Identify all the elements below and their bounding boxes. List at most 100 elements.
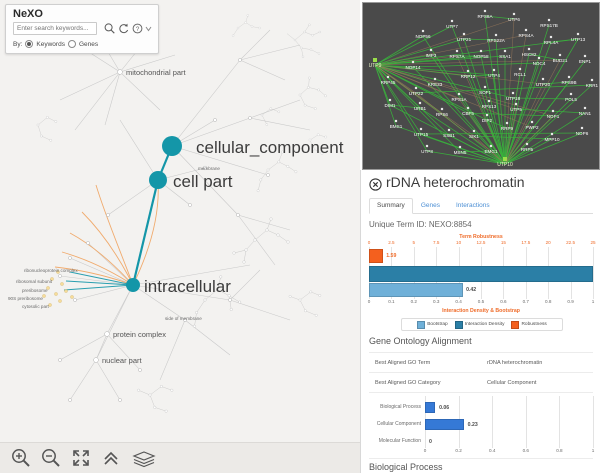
gene-node-utp7[interactable] (450, 19, 454, 23)
gene-node-utp18[interactable] (511, 91, 515, 95)
bar-robustness (369, 249, 384, 263)
gene-node-rcl1[interactable] (518, 67, 522, 71)
close-circle-icon[interactable] (369, 178, 382, 191)
search-icon[interactable] (103, 22, 116, 35)
gene-node-hsc82[interactable] (527, 47, 531, 51)
gene-node-ssb1[interactable] (447, 128, 451, 132)
refresh-icon[interactable] (117, 22, 130, 35)
gene-node-emg1[interactable] (489, 144, 493, 148)
gene-node-utp13[interactable] (576, 32, 580, 36)
gene-node-nop58[interactable] (479, 49, 483, 53)
gene-node-utp5[interactable] (514, 102, 518, 106)
gene-edge (389, 104, 421, 109)
ontology-node-intracellular[interactable] (126, 278, 140, 292)
gene-node-rps4a[interactable] (524, 28, 528, 32)
layers-icon[interactable] (130, 447, 158, 469)
gene-edge (504, 108, 517, 165)
gene-node-utp9[interactable] (373, 58, 377, 62)
gene-edge (420, 133, 506, 165)
help-icon[interactable]: ? (131, 22, 144, 35)
legend-label: Bootstrap (427, 322, 448, 327)
gene-label-rrp5: RRP5 (521, 147, 534, 152)
gene-node-urb1[interactable] (418, 101, 422, 105)
zoom-out-icon[interactable] (40, 447, 62, 469)
radio-genes[interactable] (67, 40, 76, 48)
collapse-icon[interactable] (100, 447, 122, 469)
gene-node-rps13[interactable] (487, 99, 491, 103)
gene-node-utp20[interactable] (541, 77, 545, 81)
ontology-node-cellular-component[interactable] (162, 136, 182, 156)
tab-summary[interactable]: Summary (369, 198, 413, 214)
gene-edge (512, 97, 572, 100)
gene-node-utp22[interactable] (414, 86, 418, 90)
tab-genes[interactable]: Genes (420, 202, 440, 209)
bar-interaction-density (369, 266, 593, 282)
app-title: NeXO (13, 8, 43, 20)
gene-node-utp8[interactable] (425, 144, 429, 148)
gene-node-sof1[interactable] (483, 85, 487, 89)
search-input[interactable] (13, 22, 97, 35)
gene-node-utp21[interactable] (462, 32, 466, 36)
radio-keywords[interactable] (25, 40, 34, 48)
gene-node-rps7a[interactable] (455, 49, 459, 53)
gene-edge (374, 34, 527, 66)
gene-node-dip2[interactable] (485, 113, 489, 117)
gene-node-dim1[interactable] (388, 98, 392, 102)
gene-node-pol5[interactable] (569, 92, 573, 96)
gene-node-ssa1[interactable] (503, 49, 507, 53)
detail-tabs[interactable]: Summary Genes Interactions (369, 198, 593, 214)
gene-interaction-network-panel[interactable]: UTP9 NOP56 UTP7 RPS8A UTP6 RPS17B UTP21 RPS22A R… (362, 2, 600, 170)
gene-node-sik1[interactable] (472, 129, 476, 133)
search-panel[interactable]: NeXO ? By: Keywords (5, 4, 159, 54)
gene-node-mpp10[interactable] (550, 132, 554, 136)
gene-node-rrp12[interactable] (466, 69, 470, 73)
gene-node-rpl4a[interactable] (549, 35, 553, 39)
gene-node-rps17b[interactable] (547, 18, 551, 22)
gene-network-graph[interactable]: UTP9 NOP56 UTP7 RPS8A UTP6 RPS17B UTP21 RPS22A R… (363, 3, 599, 169)
fit-screen-icon[interactable] (70, 447, 92, 469)
gene-edge (504, 81, 570, 165)
gene-node-nop56[interactable] (421, 29, 425, 33)
gene-label-rrp45: RRP45 (381, 80, 396, 85)
gene-node-utp15[interactable] (419, 127, 423, 131)
chevron-down-icon[interactable] (144, 22, 153, 35)
gene-node-bud21[interactable] (558, 53, 562, 57)
ontology-network-panel[interactable]: membrane ribonucleoprotein complex ribos… (0, 0, 360, 473)
ontology-label-cytosolic-part: cytosolic part (22, 304, 50, 309)
gene-node-kre33[interactable] (433, 77, 437, 81)
zoom-in-icon[interactable] (10, 447, 32, 469)
gene-node-bms1[interactable] (394, 119, 398, 123)
gene-node-rrp9[interactable] (505, 121, 509, 125)
gene-node-rps8a[interactable] (483, 9, 487, 13)
gene-node-noc4[interactable] (537, 56, 541, 60)
gene-node-krr1[interactable] (590, 78, 594, 82)
gene-node-rps9b[interactable] (567, 75, 571, 79)
gene-label-kre33: KRE33 (428, 82, 443, 87)
gene-node-rps6[interactable] (440, 107, 444, 111)
ontology-node-cell-part[interactable] (149, 171, 167, 189)
gene-node-rrp45[interactable] (386, 75, 390, 79)
network-toolbar[interactable] (0, 442, 360, 473)
gene-node-rps22a[interactable] (494, 33, 498, 37)
gene-node-msn5[interactable] (458, 145, 462, 149)
ontology-network-graph[interactable]: membrane ribonucleoprotein complex ribos… (0, 0, 360, 473)
gene-edge (374, 18, 515, 66)
gene-node-pwp2[interactable] (530, 120, 534, 124)
gene-node-nop1[interactable] (551, 109, 555, 113)
gene-node-utp6[interactable] (512, 12, 516, 16)
gene-node-rps1a[interactable] (457, 92, 461, 96)
gene-node-nop6[interactable] (580, 126, 584, 130)
gene-node-enp1[interactable] (583, 54, 587, 58)
gene-node-imp3[interactable] (429, 48, 433, 52)
gene-node-rrp5[interactable] (525, 142, 529, 146)
tab-interactions[interactable]: Interactions (455, 202, 490, 209)
radio-keywords-label: Keywords (36, 40, 65, 48)
gene-label-utp13: UTP13 (571, 37, 586, 42)
gene-node-utp10[interactable] (503, 157, 507, 161)
gene-node-nop14[interactable] (411, 60, 415, 64)
gridline (593, 396, 594, 448)
gene-node-utp4[interactable] (492, 68, 496, 72)
gene-node-nan1[interactable] (583, 106, 587, 110)
gene-node-cbf5[interactable] (466, 106, 470, 110)
highlighted-teal-edges (131, 145, 174, 286)
